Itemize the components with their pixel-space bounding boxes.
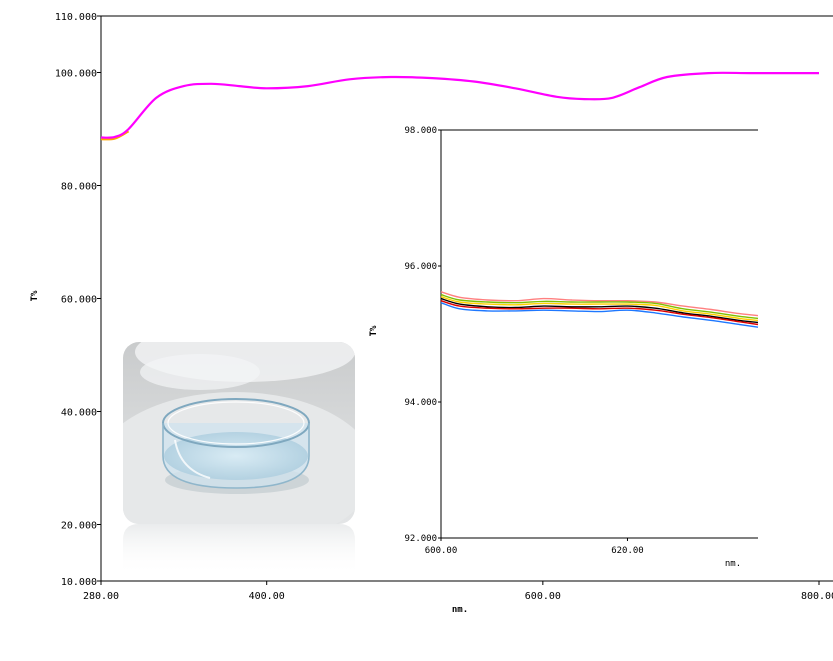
main-y-axis-label: T% — [30, 290, 40, 301]
main-y-tick-label: 80.000 — [61, 182, 97, 193]
main-y-tick-label: 40.000 — [61, 408, 97, 419]
inset-y-tick-label: 96.000 — [404, 262, 437, 272]
inset-x-axis-label: nm. — [725, 559, 741, 569]
main-x-tick-label: 280.00 — [83, 591, 119, 602]
inset-series — [440, 291, 759, 328]
inset-tick-labels: 92.000 94.000 96.000 98.000 600.00 620.00 — [404, 126, 643, 556]
main-y-tick-label: 100.000 — [55, 69, 97, 80]
main-series-line — [100, 130, 130, 141]
inset-x-tick-label: 600.00 — [425, 546, 458, 556]
inset-axes — [438, 129, 758, 541]
inset-y-tick-label: 94.000 — [404, 398, 437, 408]
inset-series-line — [440, 300, 759, 326]
main-series — [100, 71, 819, 141]
main-x-tick-label: 400.00 — [249, 591, 285, 602]
inset-y-tick-label: 92.000 — [404, 534, 437, 544]
main-y-tick-label: 20.000 — [61, 521, 97, 532]
main-tick-labels: 10.000 20.000 40.000 60.000 80.000 100.000 110… — [55, 12, 833, 602]
inset-series-line — [440, 293, 759, 320]
main-y-tick-label: 110.000 — [55, 12, 97, 23]
inset-series-line — [440, 302, 759, 328]
glass-petri-dish-photo — [123, 342, 355, 575]
main-y-tick-label: 10.000 — [61, 577, 97, 588]
inset-y-tick-label: 98.000 — [404, 126, 437, 136]
main-chart: 10.000 20.000 40.000 60.000 80.000 100.000 110… — [30, 12, 833, 615]
inset-chart: 92.000 94.000 96.000 98.000 600.00 620.00 nm.… — [369, 126, 759, 569]
main-x-tick-label: 800.00 — [801, 591, 833, 602]
main-axes — [97, 15, 833, 585]
inset-x-tick-label: 620.00 — [611, 546, 644, 556]
main-y-tick-label: 60.000 — [61, 295, 97, 306]
inset-y-axis-label: T% — [369, 325, 379, 336]
inset-series-line — [440, 291, 759, 317]
inset-series-line — [440, 295, 759, 322]
main-series-line — [100, 71, 819, 139]
inset-series-line — [440, 297, 759, 324]
main-x-tick-label: 600.00 — [525, 591, 561, 602]
main-x-axis-label: nm. — [452, 605, 468, 615]
